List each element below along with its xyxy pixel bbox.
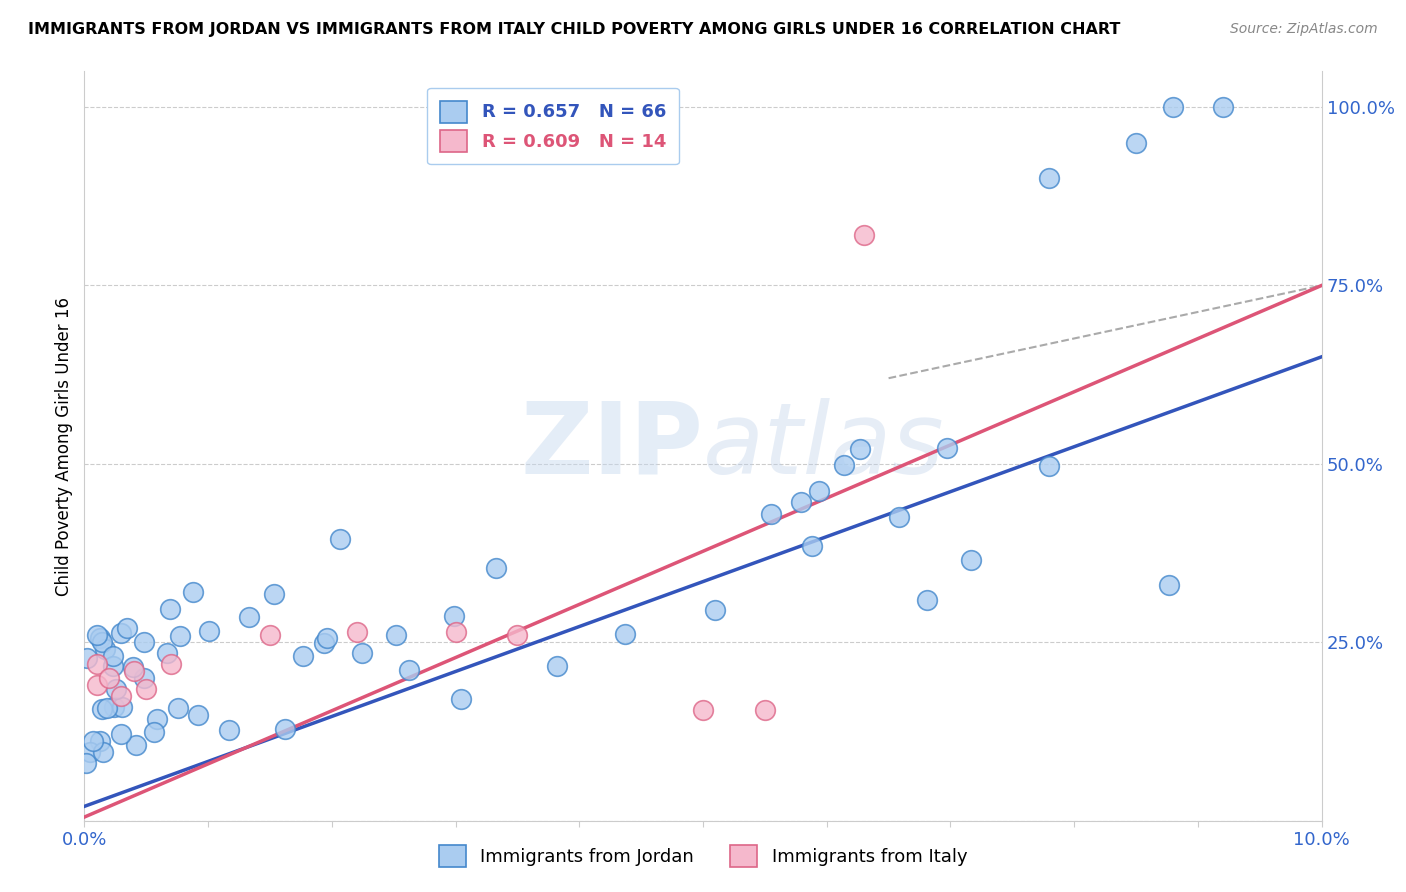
Point <box>103 700 125 714</box>
Point <box>329 532 352 546</box>
Legend: R = 0.657   N = 66, R = 0.609   N = 14: R = 0.657 N = 66, R = 0.609 N = 14 <box>427 88 679 164</box>
Point <box>156 646 179 660</box>
Point <box>89 734 111 748</box>
Point <box>76 650 98 665</box>
Point <box>122 664 145 678</box>
Point <box>314 636 336 650</box>
Point <box>94 642 117 657</box>
Point <box>808 484 831 499</box>
Point <box>936 441 959 455</box>
Point <box>759 507 782 521</box>
Point <box>385 627 408 641</box>
Point <box>110 727 132 741</box>
Point <box>91 635 114 649</box>
Point <box>292 648 315 663</box>
Point <box>187 708 209 723</box>
Point <box>692 703 714 717</box>
Point <box>450 691 472 706</box>
Point <box>889 510 911 524</box>
Point <box>111 699 134 714</box>
Point <box>614 626 637 640</box>
Point <box>181 585 204 599</box>
Text: Source: ZipAtlas.com: Source: ZipAtlas.com <box>1230 22 1378 37</box>
Point <box>800 539 823 553</box>
Point <box>346 624 368 639</box>
Point <box>132 671 155 685</box>
Point <box>506 628 529 642</box>
Point <box>98 671 121 685</box>
Point <box>1157 578 1180 592</box>
Point <box>443 608 465 623</box>
Point <box>101 648 124 663</box>
Point <box>1212 100 1234 114</box>
Point <box>103 658 125 673</box>
Point <box>263 587 285 601</box>
Legend: Immigrants from Jordan, Immigrants from Italy: Immigrants from Jordan, Immigrants from … <box>432 838 974 874</box>
Point <box>274 722 297 736</box>
Point <box>1038 458 1060 473</box>
Point <box>160 657 183 671</box>
Point <box>146 713 169 727</box>
Text: atlas: atlas <box>703 398 945 494</box>
Point <box>86 657 108 671</box>
Point <box>789 495 811 509</box>
Point <box>350 646 373 660</box>
Point <box>1125 136 1147 150</box>
Point <box>960 552 983 566</box>
Point <box>1161 100 1184 114</box>
Point <box>89 631 111 645</box>
Point <box>79 745 101 759</box>
Point <box>75 756 97 770</box>
Point <box>159 601 181 615</box>
Point <box>110 689 132 703</box>
Point <box>848 442 870 456</box>
Point <box>132 635 155 649</box>
Point <box>218 723 240 738</box>
Point <box>444 624 467 639</box>
Point <box>238 610 260 624</box>
Text: ZIP: ZIP <box>520 398 703 494</box>
Point <box>82 734 104 748</box>
Point <box>546 658 568 673</box>
Point <box>91 745 114 759</box>
Point <box>169 628 191 642</box>
Point <box>125 739 148 753</box>
Point <box>852 228 875 243</box>
Point <box>398 663 420 677</box>
Point <box>143 725 166 739</box>
Point <box>315 631 337 645</box>
Point <box>917 592 939 607</box>
Point <box>86 678 108 692</box>
Point <box>197 624 219 638</box>
Point <box>754 703 776 717</box>
Point <box>485 561 508 575</box>
Point <box>167 700 190 714</box>
Point <box>703 603 725 617</box>
Point <box>110 626 132 640</box>
Point <box>832 458 855 473</box>
Text: IMMIGRANTS FROM JORDAN VS IMMIGRANTS FROM ITALY CHILD POVERTY AMONG GIRLS UNDER : IMMIGRANTS FROM JORDAN VS IMMIGRANTS FRO… <box>28 22 1121 37</box>
Point <box>259 628 281 642</box>
Point <box>86 628 108 642</box>
Point <box>115 621 138 635</box>
Y-axis label: Child Poverty Among Girls Under 16: Child Poverty Among Girls Under 16 <box>55 296 73 596</box>
Point <box>96 700 118 714</box>
Point <box>105 681 128 696</box>
Point <box>1038 171 1060 186</box>
Point <box>135 681 157 696</box>
Point <box>122 660 145 674</box>
Point <box>91 702 114 716</box>
